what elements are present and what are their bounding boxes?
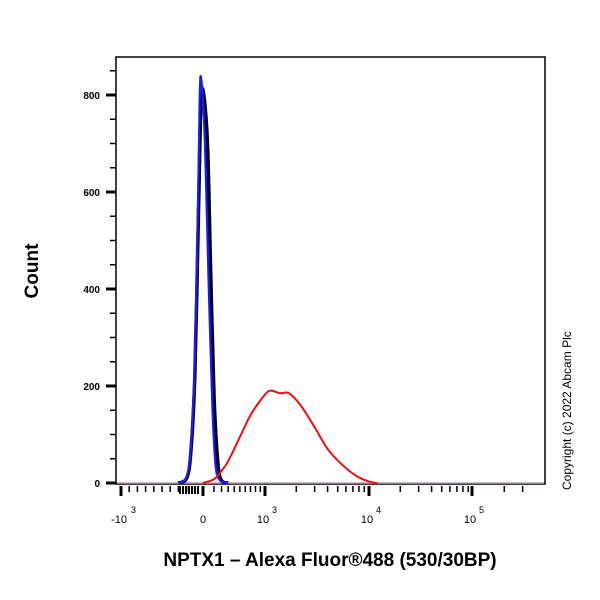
y-tick-label: 800 [83,91,100,102]
x-tick-exponent: 4 [376,505,381,515]
x-tick-label: 10 [361,514,373,526]
y-axis-label: Count [22,243,43,299]
x-tick-exponent: 3 [272,505,277,515]
red-histogram-curve [202,389,378,484]
x-tick-exponent: 5 [479,505,484,515]
plot-frame [115,56,546,485]
blue-histogram-curve [177,75,229,485]
x-tick-exponent: 3 [131,505,136,515]
copyright-notice: Copyright (c) 2022 Abcam Plc [560,331,574,490]
y-tick-label: 400 [83,285,100,296]
x-tick-label: 10 [464,514,476,526]
x-tick-label: -10 [111,514,127,526]
y-axis: 0 200 400 600 800 [83,70,116,490]
x-tick-label: 0 [200,514,206,526]
y-tick-label: 600 [83,188,100,199]
black-histogram-curve [177,86,229,485]
histogram-curves [117,75,544,485]
x-axis-label: NPTX1 – Alexa Fluor®488 (530/30BP) [163,550,497,571]
x-tick-label: 10 [257,514,269,526]
y-tick-label: 0 [94,479,100,490]
y-tick-label: 200 [83,382,100,393]
